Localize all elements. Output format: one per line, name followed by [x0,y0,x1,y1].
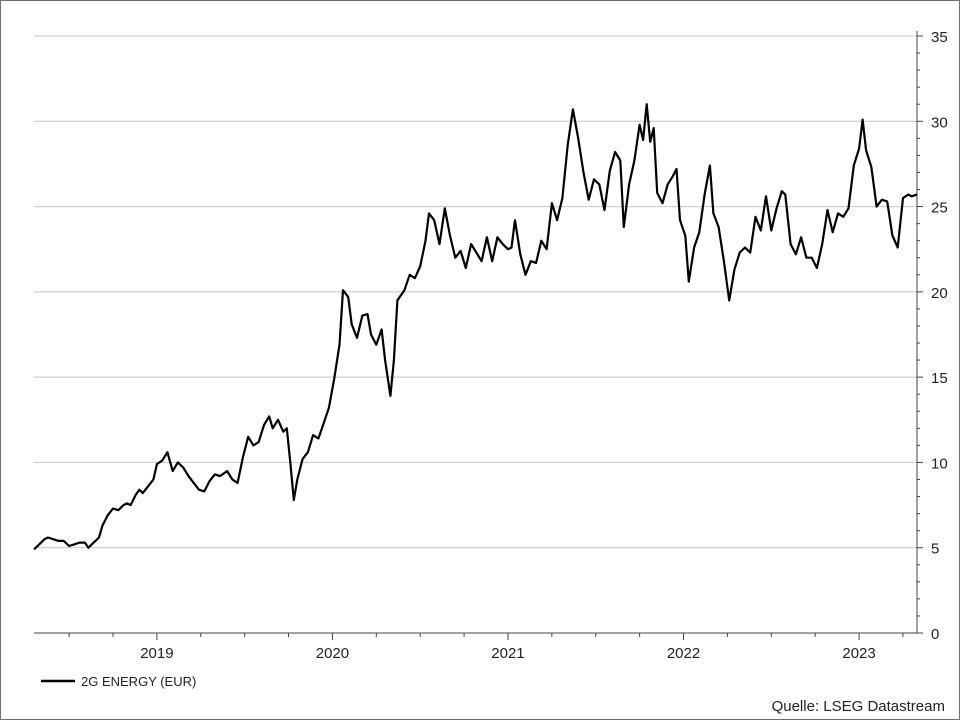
source-label: Quelle: LSEG Datastream [772,698,945,715]
legend-label: 2G ENERGY (EUR) [81,674,196,689]
y-tick-label: 10 [931,455,948,472]
series-layer [33,103,918,551]
y-tick-label: 5 [931,541,939,558]
axes [34,31,918,634]
x-tick-label: 2019 [140,645,173,662]
x-tick-label: 2020 [316,645,349,662]
x-tick-label: 2023 [842,645,875,662]
legend: 2G ENERGY (EUR) [41,674,196,689]
y-tick-label: 20 [931,285,948,302]
y-axis-ticks: 0 5 10 15 20 25 30 35 [917,29,948,643]
y-tick-label: 35 [931,29,948,46]
x-tick-label: 2021 [491,645,524,662]
x-axis-ticks: 2019 2020 2021 2022 2023 [68,633,904,662]
series-line [33,103,918,551]
x-tick-label: 2022 [667,645,700,662]
y-tick-label: 25 [931,200,948,217]
gridlines [34,35,917,549]
y-tick-label: 0 [931,626,939,643]
y-tick-label: 15 [931,370,948,387]
y-tick-label: 30 [931,114,948,131]
